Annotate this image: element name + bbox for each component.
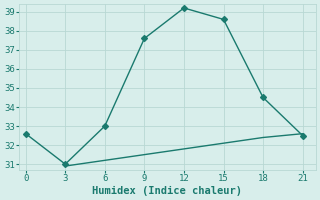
X-axis label: Humidex (Indice chaleur): Humidex (Indice chaleur) xyxy=(92,186,243,196)
